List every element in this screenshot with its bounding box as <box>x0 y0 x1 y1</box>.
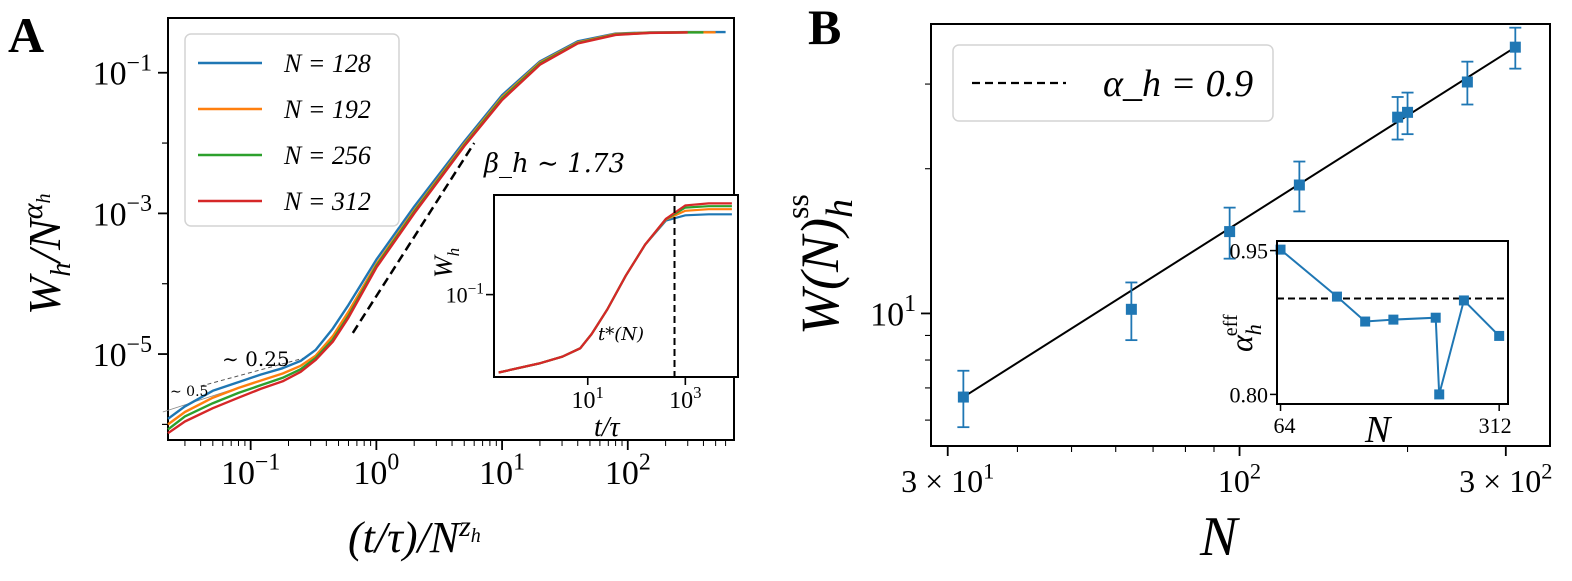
panel-label-a: A <box>8 7 44 63</box>
inset-point <box>1388 314 1399 325</box>
fit-line <box>962 46 1516 398</box>
guide-label-beta: β_h ∼ 1.73 <box>483 149 625 179</box>
inset-point <box>1430 312 1441 323</box>
panel-a-xlabel: (t/τ)/Nzh <box>348 510 481 562</box>
inset-y-tick-label: 0.95 <box>1230 239 1269 264</box>
inset-point <box>1275 244 1286 255</box>
data-point <box>1392 111 1404 123</box>
panel-a-series <box>167 30 726 435</box>
panel-b-plot: 3 × 101 102 3 × 102 101 α_h = 0.9 N W(N)hss… <box>779 23 1552 568</box>
panel-b-points <box>957 26 1522 429</box>
panel-b-frame <box>930 23 1551 447</box>
inset-point <box>1331 291 1342 302</box>
inset-x-tick-label: 64 <box>1274 413 1296 438</box>
legend-b-box <box>952 44 1274 122</box>
inset-point <box>1458 295 1469 306</box>
inset-b-ylabel: αheff <box>1220 314 1266 352</box>
data-point <box>1509 41 1521 53</box>
inset-point <box>1360 316 1371 327</box>
inset-a-ylabel: Wh <box>429 248 463 278</box>
panel-b-legend: α_h = 0.9 <box>952 44 1274 122</box>
inset-y-tick-label: 10−1 <box>446 280 484 307</box>
inset-point <box>1434 389 1445 400</box>
y-tick-label: 10−1 <box>93 50 152 92</box>
x-tick-label: 102 <box>1218 459 1261 499</box>
panel-a-ticks: 10−1 100 101 102 10−5 10−3 10−1 <box>93 50 727 492</box>
x-tick-label: 3 × 102 <box>1459 459 1552 499</box>
legend-label: N = 256 <box>283 141 371 170</box>
legend-box <box>184 33 400 227</box>
panel-a-plot: 10−1 100 101 102 10−5 10−3 10−1 β_h ∼ 1.73 ∼ 0… <box>16 17 739 562</box>
inset-a-xlabel: t/τ <box>594 412 621 443</box>
inset-a-annotation: t*(N) <box>598 324 644 345</box>
guide-line <box>200 356 307 387</box>
data-point <box>1125 303 1137 315</box>
x-tick-label: 101 <box>479 450 525 492</box>
y-tick-label: 101 <box>870 291 916 333</box>
legend-label: N = 128 <box>283 49 371 78</box>
inset-a-frame <box>493 194 739 378</box>
guide-label-025: ∼ 0.25 <box>222 347 290 371</box>
x-tick-label: 100 <box>353 450 399 492</box>
panel-label-b: B <box>808 0 841 55</box>
inset-x-tick-label: 103 <box>669 383 701 414</box>
inset-x-tick-label: 312 <box>1479 413 1512 438</box>
series-line <box>167 31 688 435</box>
inset-x-tick-label: 101 <box>572 383 604 414</box>
data-point <box>1461 76 1473 88</box>
panel-b-ticks: 3 × 101 102 3 × 102 101 <box>870 83 1552 499</box>
x-tick-label: 10−1 <box>221 450 280 492</box>
guide-line <box>351 142 476 334</box>
inset-point <box>1494 330 1505 341</box>
panel-a-inset: 101 103 10−1 t*(N) t/τ Wh <box>429 194 739 443</box>
panel-b-ylabel: W(N)hss <box>779 194 861 335</box>
x-tick-label: 102 <box>605 450 651 492</box>
y-tick-label: 10−5 <box>93 332 152 374</box>
inset-y-tick-label: 0.80 <box>1230 382 1269 407</box>
data-point <box>1402 106 1414 118</box>
data-point <box>957 391 969 403</box>
x-tick-label: 3 × 101 <box>901 459 994 499</box>
y-tick-label: 10−3 <box>93 191 152 233</box>
legend-b-label: α_h = 0.9 <box>1103 63 1253 105</box>
inset-b-frame <box>1276 240 1509 405</box>
data-point <box>1224 226 1236 238</box>
inset-series-line <box>498 202 732 374</box>
data-point <box>1293 179 1305 191</box>
inset-b-xlabel: N <box>1364 409 1393 451</box>
panel-a-ylabel: Wh/Nαh <box>16 193 77 315</box>
legend-label: N = 312 <box>283 187 371 216</box>
guide-label-05: ∼ 0.5 <box>170 384 208 400</box>
legend-label: N = 192 <box>283 95 371 124</box>
panel-b-xlabel: N <box>1199 506 1240 568</box>
panel-a-legend: N = 128 N = 192 N = 256 N = 312 <box>184 33 400 227</box>
